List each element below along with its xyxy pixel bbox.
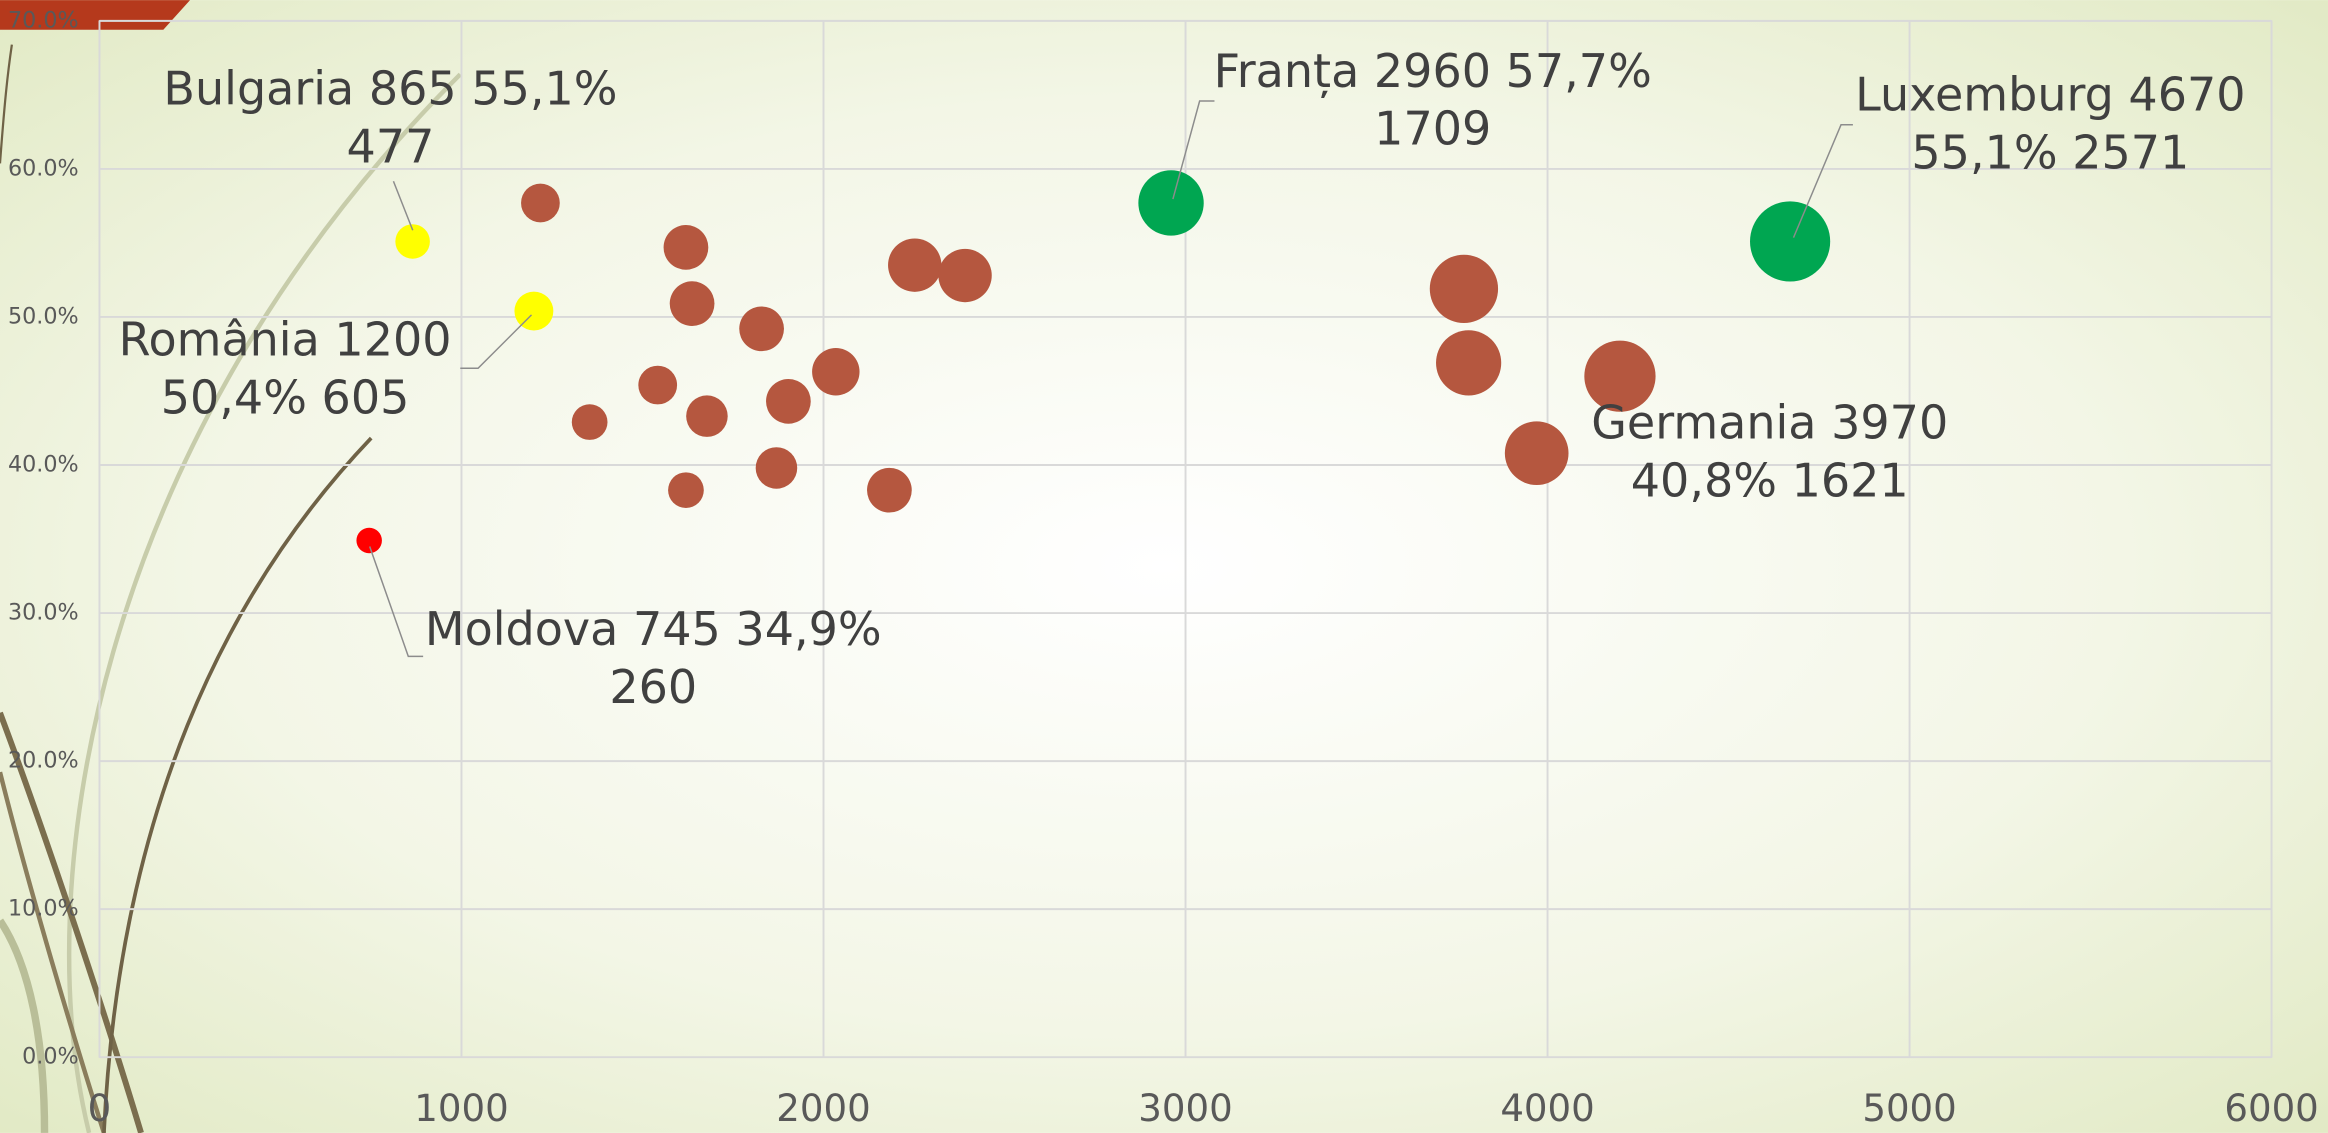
page: 0.0% 10.0% 20.0% 30.0% 40.0% 50.0% 60.0% 70.0% 0…	[0, 0, 2328, 1133]
bubble	[572, 404, 608, 440]
bubble	[888, 238, 941, 291]
bubble	[867, 468, 912, 513]
bubble	[1436, 330, 1501, 395]
bubble	[670, 281, 715, 326]
x-tick-label: 0	[88, 1087, 112, 1130]
bubble	[668, 472, 704, 508]
x-tick-label: 5000	[1862, 1087, 1956, 1130]
bubble	[686, 395, 728, 437]
bubble	[1505, 421, 1569, 485]
y-tick-label: 50.0%	[8, 303, 79, 329]
data-label: 50,4% 605	[161, 370, 410, 424]
bubble	[756, 447, 798, 489]
bubble	[521, 184, 560, 223]
data-label: Franța 2960 57,7%	[1214, 44, 1652, 99]
data-label: 260	[609, 660, 697, 714]
y-tick-label: 30.0%	[8, 600, 79, 626]
y-tick-label: 60.0%	[8, 155, 79, 181]
chart: 0.0% 10.0% 20.0% 30.0% 40.0% 50.0% 60.0% 70.0% 0…	[0, 0, 2328, 1133]
y-tick-label: 0.0%	[22, 1044, 79, 1070]
bubble	[356, 528, 381, 553]
bubble	[1138, 170, 1203, 235]
bubble	[1430, 255, 1498, 323]
data-label: 1709	[1374, 102, 1491, 156]
x-tick-label: 4000	[1500, 1087, 1594, 1130]
y-tick-label: 40.0%	[8, 452, 79, 478]
data-label: 40,8% 1621	[1631, 454, 1909, 508]
data-label: Luxemburg 4670	[1855, 68, 2245, 122]
bubble	[514, 292, 553, 331]
y-tick-label: 10.0%	[8, 896, 79, 922]
bubble	[664, 225, 709, 270]
bubble	[1750, 201, 1830, 281]
data-label: 55,1% 2571	[1911, 125, 2189, 179]
x-tick-label: 3000	[1138, 1087, 1232, 1130]
x-tick-label: 6000	[2224, 1087, 2318, 1130]
data-label: Germania 3970	[1591, 396, 1948, 450]
bubble	[638, 366, 677, 405]
y-tick-label: 20.0%	[8, 748, 79, 774]
data-label: Bulgaria 865 55,1%	[163, 62, 617, 116]
data-label: 477	[347, 120, 435, 174]
x-tick-label: 2000	[776, 1087, 870, 1130]
y-tick-label: 70.0%	[8, 7, 79, 33]
bubble	[739, 306, 784, 351]
bubble	[766, 379, 811, 424]
x-tick-label: 1000	[414, 1087, 508, 1130]
bubble	[938, 249, 991, 302]
data-label: România 1200	[119, 313, 452, 367]
bubble	[812, 348, 859, 395]
data-label: Moldova 745 34,9%	[425, 602, 882, 656]
